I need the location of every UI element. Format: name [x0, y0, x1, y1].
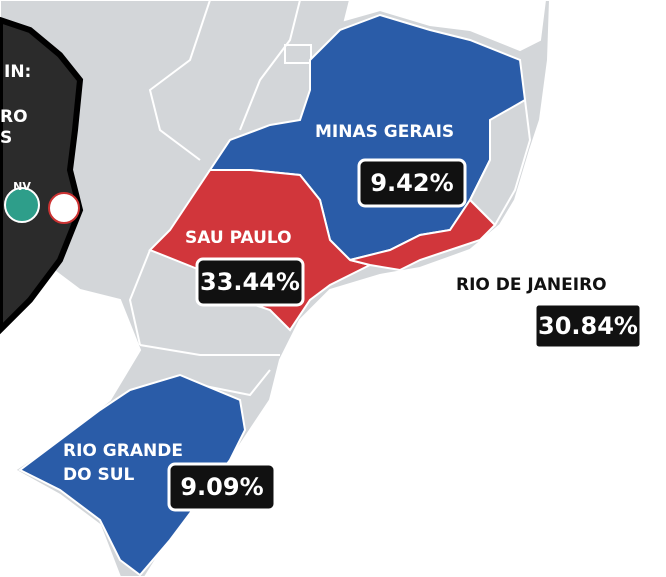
region-rj	[349, 198, 497, 272]
panel-text: S	[0, 128, 12, 148]
side-panel: IN: RO S NV	[0, 16, 84, 335]
region-name: RIO GRANDE	[63, 441, 183, 461]
region-name: DO SUL	[63, 465, 135, 485]
region-rs	[18, 373, 247, 577]
percent-box	[357, 158, 467, 208]
region-percent: 9.42%	[370, 169, 453, 197]
panel-text: RO	[0, 107, 28, 127]
percent-box	[195, 257, 305, 307]
region-sp	[148, 169, 373, 332]
percent-box	[167, 462, 277, 512]
region-percent: 30.84%	[538, 312, 638, 340]
badge	[4, 187, 40, 223]
region-name: MINAS GERAIS	[315, 122, 454, 142]
region-percent: 9.09%	[180, 473, 263, 501]
badge	[48, 192, 80, 224]
region-name: RIO DE JANEIRO	[456, 275, 607, 295]
percent-box	[533, 302, 643, 350]
region-percent: 33.44%	[200, 268, 300, 296]
region-es	[468, 98, 532, 227]
panel-text: IN:	[4, 62, 31, 82]
region-name: SAU PAULO	[185, 228, 292, 248]
badge-text: NV	[13, 180, 31, 193]
